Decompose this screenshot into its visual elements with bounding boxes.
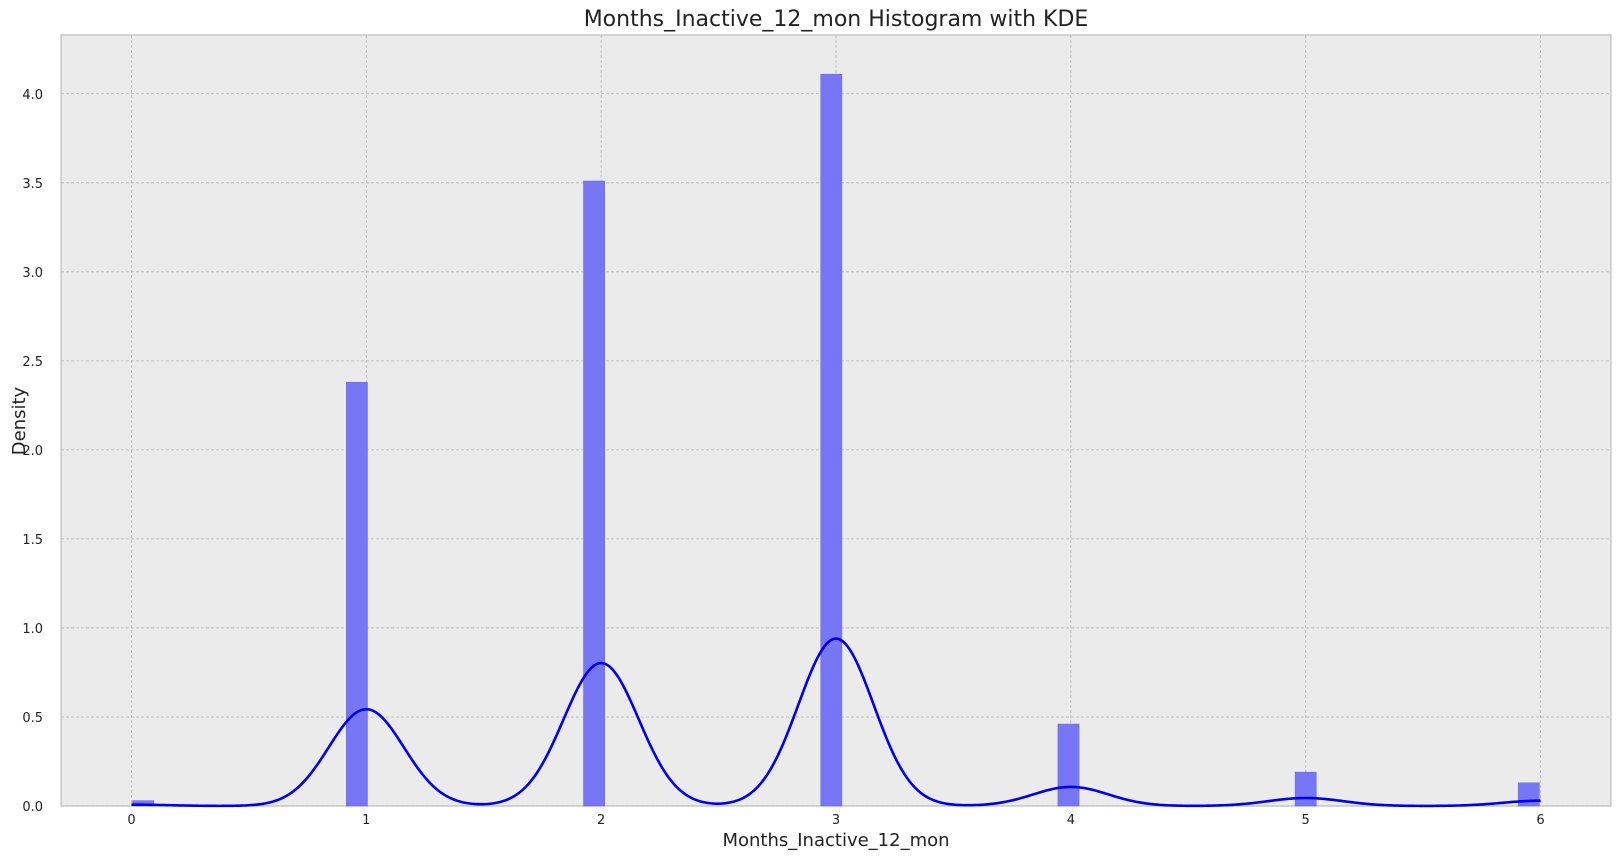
x-axis-ticks: 0 1 2 3 4 5 6 (127, 813, 1544, 828)
histogram-bars (132, 73, 1540, 807)
y-tick-label: 1.0 (22, 622, 43, 637)
y-axis-label: Density (9, 386, 30, 455)
x-axis-label: Months_Inactive_12_mon (722, 830, 949, 851)
y-tick-label: 2.5 (22, 355, 43, 370)
y-tick-label: 3.0 (22, 266, 43, 281)
y-tick-label: 0.0 (22, 800, 43, 815)
histogram-bar (583, 180, 605, 807)
y-tick-label: 2.0 (22, 444, 43, 459)
x-tick-label: 4 (1067, 813, 1075, 828)
x-tick-label: 5 (1302, 813, 1310, 828)
x-tick-label: 3 (832, 813, 840, 828)
chart-title: Months_Inactive_12_mon Histogram with KD… (584, 7, 1089, 32)
histogram-bar (1057, 723, 1080, 807)
y-axis-ticks: 0.0 0.5 1.0 1.5 2.0 2.5 3.0 3.5 4.0 (22, 88, 43, 815)
kde-line (131, 637, 1541, 808)
x-tick-label: 2 (597, 813, 605, 828)
histogram-bar (346, 381, 368, 807)
histogram-bar (1294, 771, 1317, 807)
x-tick-label: 1 (362, 813, 370, 828)
y-tick-label: 3.5 (22, 177, 43, 192)
y-tick-label: 4.0 (22, 88, 43, 103)
histogram-bar (820, 73, 843, 807)
y-tick-label: 0.5 (22, 711, 43, 726)
x-tick-label: 0 (127, 813, 135, 828)
x-tick-label: 6 (1536, 813, 1544, 828)
y-tick-label: 1.5 (22, 533, 43, 548)
